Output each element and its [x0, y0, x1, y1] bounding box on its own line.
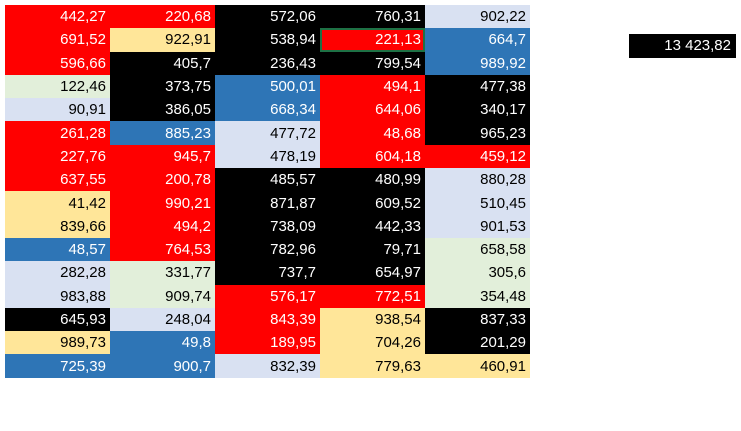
grid-cell[interactable]: 200,78: [110, 168, 215, 192]
grid-cell[interactable]: 373,75: [110, 74, 215, 99]
table-row: 282,28 331,77 737,7 654,97 305,6: [5, 261, 530, 285]
grid-cell[interactable]: 644,06: [320, 98, 425, 122]
grid-cell[interactable]: 725,39: [5, 354, 110, 378]
grid-cell[interactable]: 738,09: [215, 214, 320, 238]
table-row: 989,73 49,8 189,95 704,26 201,29: [5, 331, 530, 355]
grid-cell[interactable]: 782,96: [215, 237, 320, 262]
grid-cell[interactable]: 460,91: [425, 354, 530, 378]
grid-cell[interactable]: 609,52: [320, 191, 425, 215]
grid-cell[interactable]: 989,73: [5, 331, 110, 355]
grid-cell[interactable]: 79,71: [320, 237, 425, 262]
grid-cell[interactable]: 90,91: [5, 98, 110, 122]
table-row: 41,42 990,21 871,87 609,52 510,45: [5, 191, 530, 215]
grid-cell[interactable]: 990,21: [110, 191, 215, 215]
table-row: 637,55 200,78 485,57 480,99 880,28: [5, 168, 530, 192]
grid-cell[interactable]: 764,53: [110, 237, 215, 262]
grid-cell[interactable]: 227,76: [5, 144, 110, 169]
grid-cell[interactable]: 596,66: [5, 51, 110, 75]
grid-cell[interactable]: 909,74: [110, 284, 215, 308]
grid-cell[interactable]: 965,23: [425, 121, 530, 145]
table-row: 90,91 386,05 668,34 644,06 340,17: [5, 98, 530, 122]
grid-cell[interactable]: 799,54: [320, 51, 425, 75]
grid-cell[interactable]: 839,66: [5, 214, 110, 238]
grid-cell[interactable]: 737,7: [215, 261, 320, 285]
grid-cell[interactable]: 760,31: [320, 5, 425, 29]
grid-cell[interactable]: 261,28: [5, 121, 110, 145]
grid-cell[interactable]: 837,33: [425, 307, 530, 332]
grid-cell[interactable]: 989,92: [425, 51, 530, 75]
grid-cell[interactable]: 772,51: [320, 284, 425, 308]
table-row: 983,88 909,74 576,17 772,51 354,48: [5, 284, 530, 308]
grid-cell[interactable]: 576,17: [215, 284, 320, 308]
grid-cell[interactable]: 538,94: [215, 28, 320, 52]
grid-cell[interactable]: 938,54: [320, 307, 425, 332]
grid-cell[interactable]: 48,57: [5, 237, 110, 262]
table-row: 227,76 945,7 478,19 604,18 459,12: [5, 144, 530, 169]
grid-cell[interactable]: 478,19: [215, 144, 320, 169]
grid-cell[interactable]: 704,26: [320, 331, 425, 355]
grid-cell[interactable]: 922,91: [110, 28, 215, 52]
grid-cell[interactable]: 477,38: [425, 74, 530, 99]
grid-cell[interactable]: 637,55: [5, 168, 110, 192]
table-row: 725,39 900,7 832,39 779,63 460,91: [5, 354, 530, 378]
grid-cell[interactable]: 405,7: [110, 51, 215, 75]
grid-cell[interactable]: 983,88: [5, 284, 110, 308]
grid-cell[interactable]: 220,68: [110, 5, 215, 29]
grid-cell[interactable]: 668,34: [215, 98, 320, 122]
spreadsheet-body: 442,27 220,68 572,06 760,31 902,22 691,52 922,…: [5, 5, 530, 378]
table-row: 839,66 494,2 738,09 442,33 901,53: [5, 214, 530, 238]
grid-cell[interactable]: 122,46: [5, 74, 110, 99]
grid-cell[interactable]: 880,28: [425, 168, 530, 192]
grid-cell[interactable]: 572,06: [215, 5, 320, 29]
grid-cell[interactable]: 354,48: [425, 284, 530, 308]
spreadsheet-grid: 442,27 220,68 572,06 760,31 902,22 691,52 922,…: [5, 5, 530, 378]
grid-cell[interactable]: 305,6: [425, 261, 530, 285]
table-row: 122,46 373,75 500,01 494,1 477,38: [5, 74, 530, 99]
grid-cell[interactable]: 442,33: [320, 214, 425, 238]
table-row: 596,66 405,7 236,43 799,54 989,92: [5, 51, 530, 75]
total-sum-cell[interactable]: 13 423,82: [629, 34, 736, 58]
grid-cell[interactable]: 248,04: [110, 307, 215, 332]
grid-cell[interactable]: 494,1: [320, 74, 425, 99]
grid-cell[interactable]: 645,93: [5, 307, 110, 332]
grid-cell[interactable]: 832,39: [215, 354, 320, 378]
table-row: 442,27 220,68 572,06 760,31 902,22: [5, 5, 530, 29]
grid-cell[interactable]: 459,12: [425, 144, 530, 169]
table-row: 691,52 922,91 538,94 221,13 664,7: [5, 28, 530, 52]
grid-cell[interactable]: 843,39: [215, 307, 320, 332]
grid-cell[interactable]: 189,95: [215, 331, 320, 355]
grid-cell[interactable]: 331,77: [110, 261, 215, 285]
grid-cell[interactable]: 885,23: [110, 121, 215, 145]
grid-cell[interactable]: 945,7: [110, 144, 215, 169]
table-row: 645,93 248,04 843,39 938,54 837,33: [5, 307, 530, 332]
grid-cell[interactable]: 500,01: [215, 74, 320, 99]
grid-cell[interactable]: 201,29: [425, 331, 530, 355]
grid-cell[interactable]: 340,17: [425, 98, 530, 122]
table-row: 48,57 764,53 782,96 79,71 658,58: [5, 237, 530, 262]
grid-cell[interactable]: 664,7: [425, 28, 530, 52]
grid-cell[interactable]: 658,58: [425, 237, 530, 262]
grid-cell[interactable]: 485,57: [215, 168, 320, 192]
grid-cell[interactable]: 654,97: [320, 261, 425, 285]
grid-cell[interactable]: 41,42: [5, 191, 110, 215]
grid-cell[interactable]: 691,52: [5, 28, 110, 52]
grid-cell[interactable]: 494,2: [110, 214, 215, 238]
grid-cell[interactable]: 49,8: [110, 331, 215, 355]
grid-cell[interactable]: 480,99: [320, 168, 425, 192]
grid-cell[interactable]: 871,87: [215, 191, 320, 215]
grid-cell[interactable]: 442,27: [5, 5, 110, 29]
table-row: 261,28 885,23 477,72 48,68 965,23: [5, 121, 530, 145]
grid-cell[interactable]: 901,53: [425, 214, 530, 238]
grid-cell[interactable]: 604,18: [320, 144, 425, 169]
grid-cell[interactable]: 236,43: [215, 51, 320, 75]
grid-cell[interactable]: 48,68: [320, 121, 425, 145]
grid-cell[interactable]: 902,22: [425, 5, 530, 29]
grid-cell[interactable]: 282,28: [5, 261, 110, 285]
grid-cell[interactable]: 386,05: [110, 98, 215, 122]
grid-cell[interactable]: 510,45: [425, 191, 530, 215]
grid-cell[interactable]: 477,72: [215, 121, 320, 145]
grid-cell[interactable]: 779,63: [320, 354, 425, 378]
grid-cell[interactable]: 900,7: [110, 354, 215, 378]
grid-cell[interactable]: 221,13: [320, 28, 425, 52]
